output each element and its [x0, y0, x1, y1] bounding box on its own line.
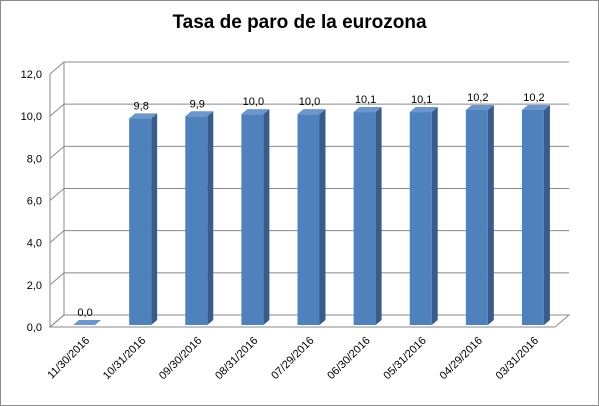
data-labels: 0,0 9,8 9,9 10,0 10,0 10,1 10,1 10,2 10,2: [77, 92, 544, 319]
bar-top: [73, 320, 102, 325]
bar-side: [543, 104, 550, 325]
y-tick-label: 6,0: [27, 196, 42, 208]
bar-top: [465, 104, 494, 110]
x-tick-label: 05/31/2016: [381, 335, 428, 382]
bar-side: [375, 107, 382, 325]
data-label: 10,0: [299, 96, 320, 108]
bar-front: [409, 112, 432, 325]
bar: [297, 109, 326, 326]
bar-side: [487, 104, 494, 325]
bar-side: [431, 107, 438, 325]
bar: [185, 111, 214, 326]
y-tick-label: 4,0: [27, 238, 42, 250]
bar-side: [207, 111, 214, 326]
bar-top: [129, 113, 158, 119]
y-tick-label: 10,0: [21, 111, 42, 123]
data-label: 10,1: [355, 94, 376, 106]
y-tick-labels: 0,0 2,0 4,0 6,0 8,0 10,0 12,0: [21, 69, 42, 334]
bar-front: [129, 118, 152, 325]
gridline-side: [49, 61, 65, 75]
y-tick-label: 0,0: [27, 322, 42, 334]
gridline-side: [49, 188, 65, 201]
bar: [521, 104, 550, 325]
x-tick-label: 06/30/2016: [325, 335, 372, 382]
bar-front: [241, 114, 264, 326]
bar-side: [263, 109, 270, 326]
data-label: 10,0: [243, 96, 264, 108]
data-label: 10,2: [523, 92, 544, 104]
bar-top: [409, 107, 438, 113]
bar-front: [521, 109, 544, 325]
data-label: 9,9: [190, 98, 205, 110]
x-tick-label: 10/31/2016: [101, 335, 148, 382]
bar-top: [241, 109, 270, 115]
bar: [73, 320, 102, 325]
floor: [48, 314, 571, 328]
bar-side: [151, 113, 158, 325]
x-tick-label: 03/31/2016: [494, 335, 541, 382]
x-tick-label: 09/30/2016: [157, 335, 204, 382]
y-tick-label: 8,0: [27, 153, 42, 165]
bar-top: [185, 111, 214, 117]
bar-side: [319, 109, 326, 326]
bar: [409, 107, 438, 325]
bar-top: [353, 107, 382, 113]
data-label: 9,8: [134, 100, 149, 112]
y-tick-label: 2,0: [27, 280, 42, 292]
bar-top: [521, 104, 550, 110]
bar: [353, 107, 382, 325]
data-label: 10,1: [411, 94, 432, 106]
x-tick-label: 04/29/2016: [438, 335, 485, 382]
gridline-side: [49, 145, 65, 159]
bar: [129, 113, 158, 325]
bar-top: [297, 109, 326, 115]
chart-title: Tasa de paro de la eurozona: [172, 12, 427, 33]
bar-front: [297, 114, 320, 326]
x-tick-label: 07/29/2016: [269, 335, 316, 382]
data-label: 0,0: [77, 307, 92, 319]
bar-front: [465, 109, 488, 325]
bar-front: [353, 112, 376, 325]
y-tick-label: 12,0: [21, 69, 42, 81]
bars: [73, 104, 550, 326]
x-tick-labels: 11/30/2016 10/31/2016 09/30/2016 08/31/2016…: [45, 335, 541, 382]
bar-front: [185, 116, 208, 326]
data-label: 10,2: [467, 92, 488, 104]
axes: [48, 62, 571, 328]
gridline-side: [49, 103, 65, 117]
x-tick-label: 08/31/2016: [213, 335, 260, 382]
gridline-side: [49, 230, 65, 244]
bar: [465, 104, 494, 325]
x-tick-label: 11/30/2016: [45, 335, 92, 382]
bar: [241, 109, 270, 326]
gridline-side: [49, 272, 65, 286]
